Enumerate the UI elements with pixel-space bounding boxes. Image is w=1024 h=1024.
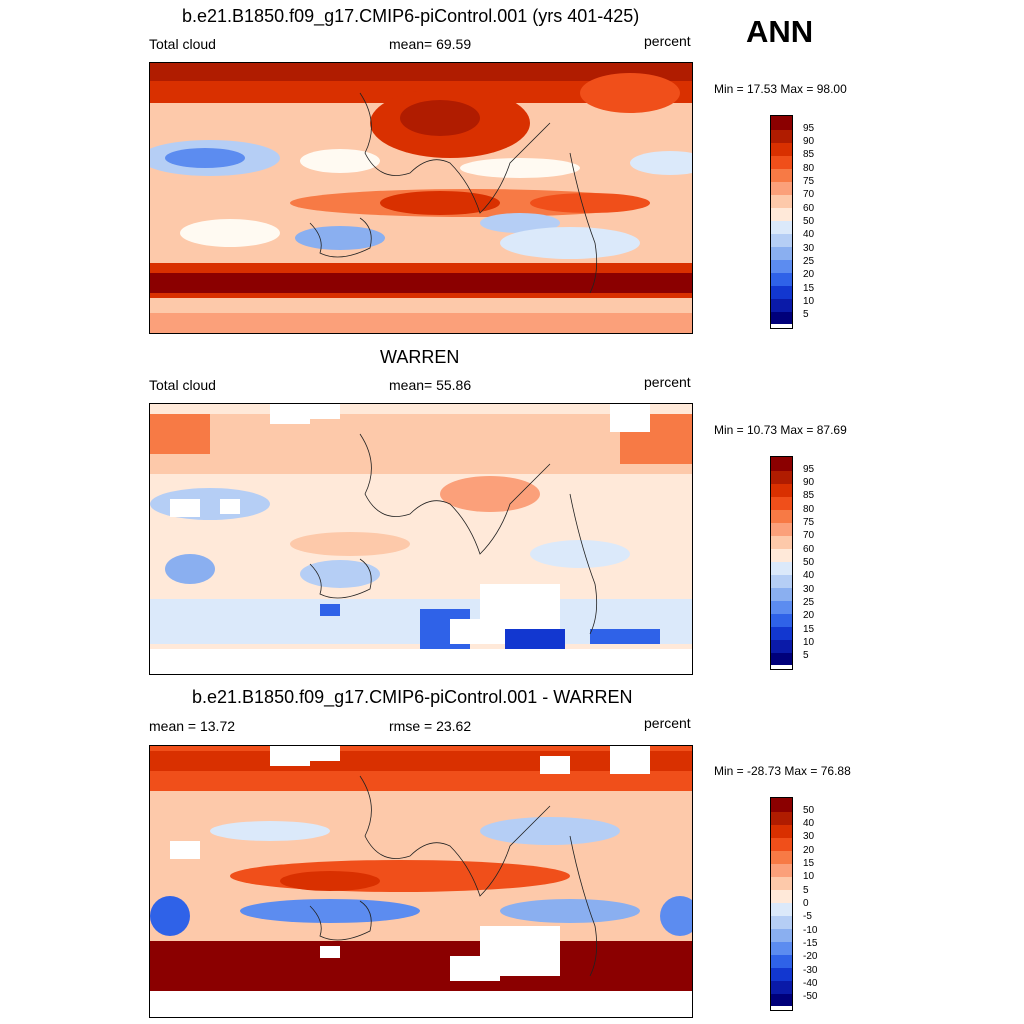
panel3-title: b.e21.B1850.f09_g17.CMIP6-piControl.001 … — [192, 687, 633, 707]
panel3-minmax-label: Min = -28.73 Max = 76.88 — [714, 764, 851, 778]
cbar-label: -5 — [803, 911, 812, 922]
cbar-label: 50 — [803, 557, 815, 568]
cbar-label: 80 — [803, 504, 815, 515]
cbar-label: 90 — [803, 477, 815, 488]
cbar-label: 80 — [803, 163, 815, 174]
cbar-label: -10 — [803, 925, 818, 936]
cbar-label: 15 — [803, 283, 815, 294]
cbar-label: -30 — [803, 965, 818, 976]
panel1-minmax-label: Min = 17.53 Max = 98.00 — [714, 82, 847, 96]
panel2-colorbar — [770, 456, 793, 670]
cbar-label: 5 — [803, 885, 809, 896]
panel2-mean-label: mean= 55.86 — [389, 377, 472, 393]
cbar-label: 85 — [803, 490, 815, 501]
panel2-map — [149, 403, 693, 675]
cbar-label: 40 — [803, 229, 815, 240]
panel3-units-label: percent — [644, 715, 691, 731]
cbar-label: 10 — [803, 871, 815, 882]
panel1-title: b.e21.B1850.f09_g17.CMIP6-piControl.001 … — [182, 6, 640, 26]
season-label: ANN — [746, 14, 814, 49]
panel3-mean-label: mean = 13.72 — [149, 718, 236, 734]
panel1-colorbar — [770, 115, 793, 329]
cbar-label: 30 — [803, 243, 815, 254]
cbar-label: 60 — [803, 544, 815, 555]
cbar-label: 0 — [803, 898, 809, 909]
cbar-label: 10 — [803, 296, 815, 307]
cbar-label: 60 — [803, 203, 815, 214]
cbar-label: 5 — [803, 309, 809, 320]
cbar-label: 75 — [803, 176, 815, 187]
cbar-label: 50 — [803, 805, 815, 816]
cbar-label: 20 — [803, 610, 815, 621]
panel1-variable-label: Total cloud — [149, 36, 216, 52]
cbar-label: 20 — [803, 269, 815, 280]
panel2-minmax-label: Min = 10.73 Max = 87.69 — [714, 423, 847, 437]
cbar-label: 20 — [803, 845, 815, 856]
panel3-colorbar — [770, 797, 793, 1011]
cbar-label: -20 — [803, 951, 818, 962]
panel2-units-label: percent — [644, 374, 691, 390]
cbar-label: 25 — [803, 597, 815, 608]
cbar-label: -15 — [803, 938, 818, 949]
cbar-label: 85 — [803, 149, 815, 160]
panel2-variable-label: Total cloud — [149, 377, 216, 393]
cbar-label: 15 — [803, 858, 815, 869]
cbar-label: 40 — [803, 818, 815, 829]
cbar-label: 95 — [803, 123, 815, 134]
cbar-label: 30 — [803, 831, 815, 842]
cbar-label: 90 — [803, 136, 815, 147]
cbar-label: 95 — [803, 464, 815, 475]
cbar-label: 10 — [803, 637, 815, 648]
panel2-title: WARREN — [380, 347, 460, 367]
panel3-map — [149, 745, 693, 1018]
cbar-label: 75 — [803, 517, 815, 528]
cbar-label: 40 — [803, 570, 815, 581]
panel1-units-label: percent — [644, 33, 691, 49]
cbar-label: 5 — [803, 650, 809, 661]
panel3-rmse-label: rmse = 23.62 — [389, 718, 472, 734]
cbar-label: 70 — [803, 189, 815, 200]
panel1-mean-label: mean= 69.59 — [389, 36, 472, 52]
cbar-label: 70 — [803, 530, 815, 541]
cbar-label: 15 — [803, 624, 815, 635]
panel1-map — [149, 62, 693, 334]
cbar-label: -50 — [803, 991, 818, 1002]
cbar-label: 25 — [803, 256, 815, 267]
cbar-label: 30 — [803, 584, 815, 595]
cbar-label: 50 — [803, 216, 815, 227]
cbar-label: -40 — [803, 978, 818, 989]
